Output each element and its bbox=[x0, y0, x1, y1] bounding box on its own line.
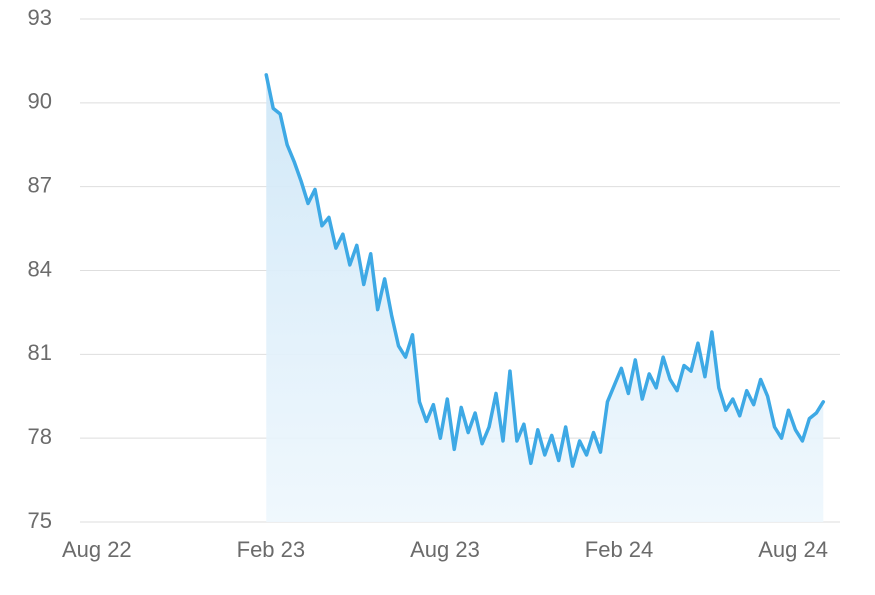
y-tick-label: 87 bbox=[28, 172, 52, 197]
x-tick-label: Aug 22 bbox=[62, 537, 132, 562]
y-tick-label: 75 bbox=[28, 508, 52, 533]
grid-layer bbox=[80, 18, 840, 523]
x-tick-label: Aug 23 bbox=[410, 537, 480, 562]
area-fill bbox=[266, 74, 824, 522]
y-tick-label: 90 bbox=[28, 89, 52, 114]
y-tick-label: 84 bbox=[28, 256, 52, 281]
line-layer bbox=[264, 73, 826, 468]
data-line bbox=[264, 73, 826, 468]
y-tick-label: 78 bbox=[28, 424, 52, 449]
x-tick-label: Feb 23 bbox=[237, 537, 306, 562]
label-layer: 75 78 81 84 87 90 93 Aug 22 Feb 23 Aug 23 Feb 24 Au… bbox=[28, 5, 828, 562]
area-layer bbox=[266, 74, 824, 522]
y-tick-label: 81 bbox=[28, 340, 52, 365]
y-tick-label: 93 bbox=[28, 5, 52, 30]
x-tick-label: Feb 24 bbox=[585, 537, 654, 562]
x-tick-label: Aug 24 bbox=[758, 537, 828, 562]
